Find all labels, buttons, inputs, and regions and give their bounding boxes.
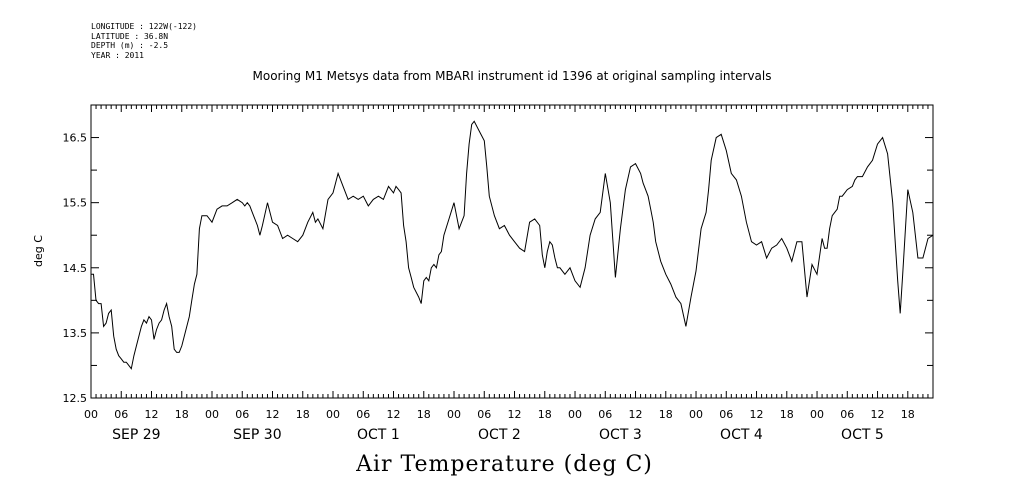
x-hour-tick-label: 00 bbox=[689, 408, 703, 421]
x-day-label: OCT 4 bbox=[720, 427, 763, 443]
x-hour-tick-label: 06 bbox=[598, 408, 612, 421]
x-hour-tick-label: 12 bbox=[629, 408, 643, 421]
axis-labels: 12.5 13.5 14.5 15.5 16.5 00 06 12 18 00 06 12 18 00 06… bbox=[63, 132, 915, 443]
axis-ticks bbox=[90, 104, 934, 399]
x-hour-tick-label: 12 bbox=[387, 408, 401, 421]
x-hour-tick-label: 12 bbox=[266, 408, 280, 421]
x-hour-tick-label: 06 bbox=[840, 408, 854, 421]
x-hour-tick-label: 18 bbox=[417, 408, 431, 421]
y-tick-label: 13.5 bbox=[63, 327, 88, 340]
temperature-series-line bbox=[91, 120, 934, 370]
x-hour-tick-label: 18 bbox=[901, 408, 915, 421]
x-hour-tick-label: 12 bbox=[750, 408, 764, 421]
x-hour-tick-label: 18 bbox=[780, 408, 794, 421]
x-hour-tick-label: 18 bbox=[175, 408, 189, 421]
x-hour-tick-label: 18 bbox=[296, 408, 310, 421]
chart-title: Mooring M1 Metsys data from MBARI instru… bbox=[253, 69, 772, 83]
latitude-text: LATITUDE : 36.8N bbox=[91, 31, 169, 41]
x-hour-tick-label: 00 bbox=[810, 408, 824, 421]
y-tick-label: 12.5 bbox=[63, 392, 88, 405]
x-hour-tick-label: 12 bbox=[871, 408, 885, 421]
x-day-label: OCT 2 bbox=[478, 427, 521, 443]
x-hour-tick-label: 06 bbox=[719, 408, 733, 421]
x-hour-tick-label: 06 bbox=[477, 408, 491, 421]
x-day-label: SEP 30 bbox=[233, 427, 281, 443]
x-hour-tick-label: 00 bbox=[326, 408, 340, 421]
x-hour-tick-label: 00 bbox=[205, 408, 219, 421]
depth-text: DEPTH (m) : -2.5 bbox=[91, 41, 169, 50]
y-tick-label: 16.5 bbox=[63, 132, 88, 145]
x-hour-tick-label: 12 bbox=[508, 408, 522, 421]
x-day-label: OCT 1 bbox=[357, 427, 400, 443]
station-info: LONGITUDE : 122W(-122) LATITUDE : 36.8N … bbox=[91, 22, 197, 60]
x-day-label: SEP 29 bbox=[112, 427, 160, 443]
x-hour-tick-label: 18 bbox=[659, 408, 673, 421]
x-day-label: OCT 3 bbox=[599, 427, 642, 443]
x-hour-tick-label: 06 bbox=[235, 408, 249, 421]
x-hour-tick-label: 06 bbox=[114, 408, 128, 421]
year-text: YEAR : 2011 bbox=[91, 50, 144, 60]
x-hour-tick-label: 18 bbox=[538, 408, 552, 421]
longitude-text: LONGITUDE : 122W(-122) bbox=[91, 22, 197, 31]
x-hour-tick-label: 00 bbox=[568, 408, 582, 421]
plot-frame bbox=[90, 104, 934, 399]
y-tick-label: 14.5 bbox=[63, 262, 88, 275]
x-axis-caption: Air Temperature (deg C) bbox=[356, 452, 653, 477]
y-axis-label: deg C bbox=[32, 235, 45, 267]
x-hour-tick-label: 12 bbox=[145, 408, 159, 421]
y-tick-label: 15.5 bbox=[63, 197, 88, 210]
x-hour-tick-label: 06 bbox=[356, 408, 370, 421]
x-hour-tick-label: 00 bbox=[84, 408, 98, 421]
x-day-label: OCT 5 bbox=[841, 427, 884, 443]
x-hour-tick-label: 00 bbox=[447, 408, 461, 421]
